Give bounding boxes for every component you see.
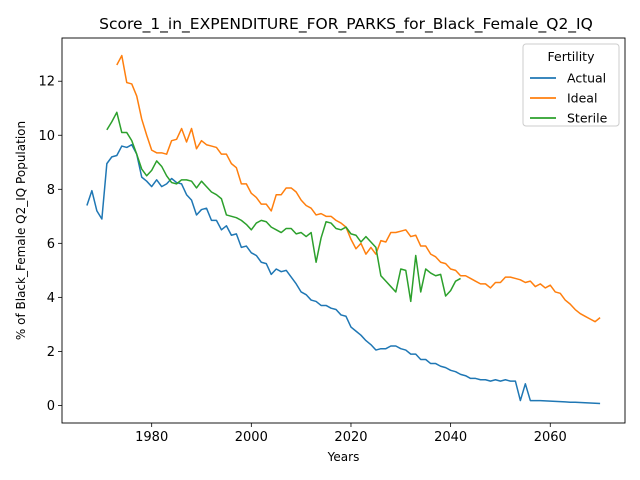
y-tick-label: 12 — [38, 75, 55, 90]
series-line-ideal — [116, 54, 601, 323]
x-axis-label: Years — [327, 450, 360, 464]
x-axis: 1980 2000 2020 2040 2060 — [135, 423, 567, 445]
legend-entries: Actual Ideal Sterile — [530, 71, 608, 126]
plot-frame — [61, 37, 626, 424]
y-tick-label: 8 — [47, 183, 55, 198]
legend-label-ideal: Ideal — [567, 91, 597, 106]
y-axis: 0 2 4 6 8 10 12 — [38, 75, 62, 414]
y-tick-label: 4 — [47, 291, 55, 306]
y-tick-label: 0 — [47, 399, 55, 414]
legend: Fertility Actual Ideal Sterile — [522, 43, 620, 127]
y-tick-label: 10 — [38, 129, 55, 144]
chart-title: Score_1_in_EXPENDITURE_FOR_PARKS_for_Bla… — [99, 15, 593, 34]
legend-title: Fertility — [548, 49, 596, 64]
y-tick-label: 6 — [47, 237, 55, 252]
series-layer — [86, 54, 601, 405]
x-tick-label: 2020 — [334, 430, 367, 445]
x-tick-label: 2040 — [434, 430, 467, 445]
x-tick-label: 1980 — [135, 430, 168, 445]
legend-box — [522, 43, 620, 127]
legend-label-actual: Actual — [567, 71, 606, 86]
series-line-sterile — [106, 111, 461, 303]
y-tick-label: 2 — [47, 345, 55, 360]
x-tick-label: 2060 — [534, 430, 567, 445]
y-axis-label: % of Black_Female Q2_IQ Population — [14, 121, 28, 340]
legend-label-sterile: Sterile — [567, 111, 608, 126]
plot-area — [61, 37, 626, 424]
x-tick-label: 2000 — [235, 430, 268, 445]
series-line-actual — [86, 143, 601, 405]
